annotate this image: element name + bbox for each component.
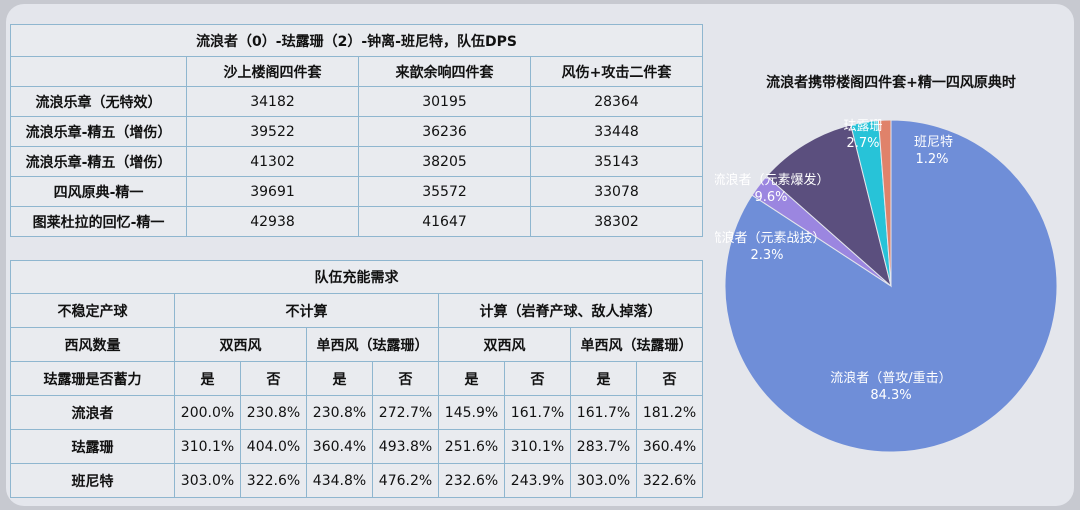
row-label: 流浪者 [10,395,175,430]
slice-value-label: 1.2% [915,152,948,167]
dps-cell: 33078 [529,176,704,207]
slice-name-label: 流浪者（元素战技） [715,231,826,246]
dps-cell: 39522 [186,116,359,147]
row-label: 四风原典-精一 [10,176,187,207]
energy-requirement-table: 队伍充能需求 不稳定产球 不计算 计算（岩脊产球、敌人掉落） 西风数量 双西风 … [9,260,704,498]
row-label: 流浪乐章（无特效） [10,86,187,117]
pie-slice [877,119,892,287]
energy-cell: 200.0% [174,395,241,430]
energy-cell: 404.0% [240,429,307,464]
yes-no-header: 是 [570,361,637,396]
dps-cell: 35143 [529,146,704,177]
column-header: 来歆余响四件套 [358,56,531,87]
dps-cell: 41647 [358,206,531,237]
column-header: 沙上楼阁四件套 [186,56,359,87]
slice-name-label: 流浪者（普攻/重击） [830,370,951,386]
energy-cell: 161.7% [570,395,637,430]
slice-value-label: 2.3% [750,248,783,263]
dps-cell: 35572 [358,176,531,207]
energy-cell: 476.2% [372,463,439,498]
dps-cell: 38205 [358,146,531,177]
yes-no-header: 否 [504,361,571,396]
energy-cell: 303.0% [570,463,637,498]
energy-cell: 272.7% [372,395,439,430]
slice-name-label: 流浪者（元素爆发） [715,172,830,188]
subgroup-header: 双西风 [438,327,571,362]
energy-cell: 145.9% [438,395,505,430]
table-row: 流浪乐章-精五（增伤） 39522 36236 33448 [10,116,704,147]
table-row: 班尼特 303.0% 322.6% 434.8% 476.2% 232.6% 2… [10,463,704,498]
pie-chart-title: 流浪者携带楼阁四件套+精一四风原典时 [766,75,1016,91]
dps-cell: 30195 [358,86,531,117]
team-dps-title: 流浪者（0）-珐露珊（2）-钟离-班尼特，队伍DPS [9,24,704,57]
table-row: 流浪者 200.0% 230.8% 230.8% 272.7% 145.9% 1… [10,395,704,430]
table-row: 珐露珊 310.1% 404.0% 360.4% 493.8% 251.6% 3… [10,429,704,464]
table-row: 流浪乐章-精五（增伤） 41302 38205 35143 [10,146,704,177]
dps-cell: 36236 [358,116,531,147]
row-label: 图莱杜拉的回忆-精一 [10,206,187,237]
energy-cell: 310.1% [174,429,241,464]
slice-name-label: 珐露珊 [843,119,882,134]
yes-no-header: 是 [174,361,241,396]
dps-cell: 33448 [529,116,704,147]
energy-cell: 232.6% [438,463,505,498]
dps-cell: 42938 [186,206,359,237]
table-row: 四风原典-精一 39691 35572 33078 [10,176,704,207]
slice-value-label: 9.6% [754,190,787,205]
energy-cell: 434.8% [306,463,373,498]
energy-cell: 322.6% [635,463,704,498]
row-label: 班尼特 [10,463,175,498]
subgroup-header: 单西风（珐露珊） [569,327,704,362]
pie-slice [724,119,1058,453]
column-header: 风伤+攻击二件套 [529,56,704,87]
dps-cell: 28364 [529,86,704,117]
yes-no-header: 否 [240,361,307,396]
energy-cell: 360.4% [306,429,373,464]
energy-cell: 283.7% [570,429,637,464]
energy-cell: 161.7% [504,395,571,430]
energy-cell: 251.6% [438,429,505,464]
header-label: 珐露珊是否蓄力 [10,361,175,396]
corner-cell [10,56,187,87]
row-label: 珐露珊 [10,429,175,464]
yes-no-header: 否 [372,361,439,396]
damage-share-pie-chart: 流浪者携带楼阁四件套+精一四风原典时 流浪者（普攻/重击） 84.3% 流浪者（元素… [715,60,1075,505]
header-label: 不稳定产球 [10,293,175,328]
subgroup-header: 双西风 [174,327,307,362]
energy-cell: 181.2% [635,395,704,430]
group-header: 不计算 [174,293,439,328]
team-dps-table: 流浪者（0）-珐露珊（2）-钟离-班尼特，队伍DPS 沙上楼阁四件套 来歆余响四… [9,24,704,237]
dps-cell: 41302 [186,146,359,177]
energy-cell: 310.1% [504,429,571,464]
energy-cell: 322.6% [240,463,307,498]
energy-cell: 493.8% [372,429,439,464]
yes-no-header: 是 [306,361,373,396]
table-row: 流浪乐章（无特效） 34182 30195 28364 [10,86,704,117]
row-label: 流浪乐章-精五（增伤） [10,116,187,147]
dps-cell: 38302 [529,206,704,237]
header-label: 西风数量 [10,327,175,362]
row-label: 流浪乐章-精五（增伤） [10,146,187,177]
energy-table-title: 队伍充能需求 [9,260,704,294]
table-row: 图莱杜拉的回忆-精一 42938 41647 38302 [10,206,704,237]
dps-cell: 34182 [186,86,359,117]
energy-cell: 230.8% [306,395,373,430]
slice-value-label: 2.7% [846,136,879,151]
energy-cell: 243.9% [504,463,571,498]
group-header: 计算（岩脊产球、敌人掉落） [437,293,704,328]
dps-cell: 39691 [186,176,359,207]
slice-value-label: 84.3% [870,388,911,403]
energy-cell: 360.4% [635,429,704,464]
energy-cell: 303.0% [174,463,241,498]
energy-cell: 230.8% [240,395,307,430]
yes-no-header: 是 [438,361,505,396]
subgroup-header: 单西风（珐露珊） [306,327,439,362]
yes-no-header: 否 [635,361,704,396]
pie-slice [765,124,892,288]
slice-name-label: 班尼特 [914,135,953,150]
pie-chart-svg: 流浪者（普攻/重击） 84.3% 流浪者（元素战技） 2.3% 流浪者（元素爆发） 9.6… [715,119,1058,453]
